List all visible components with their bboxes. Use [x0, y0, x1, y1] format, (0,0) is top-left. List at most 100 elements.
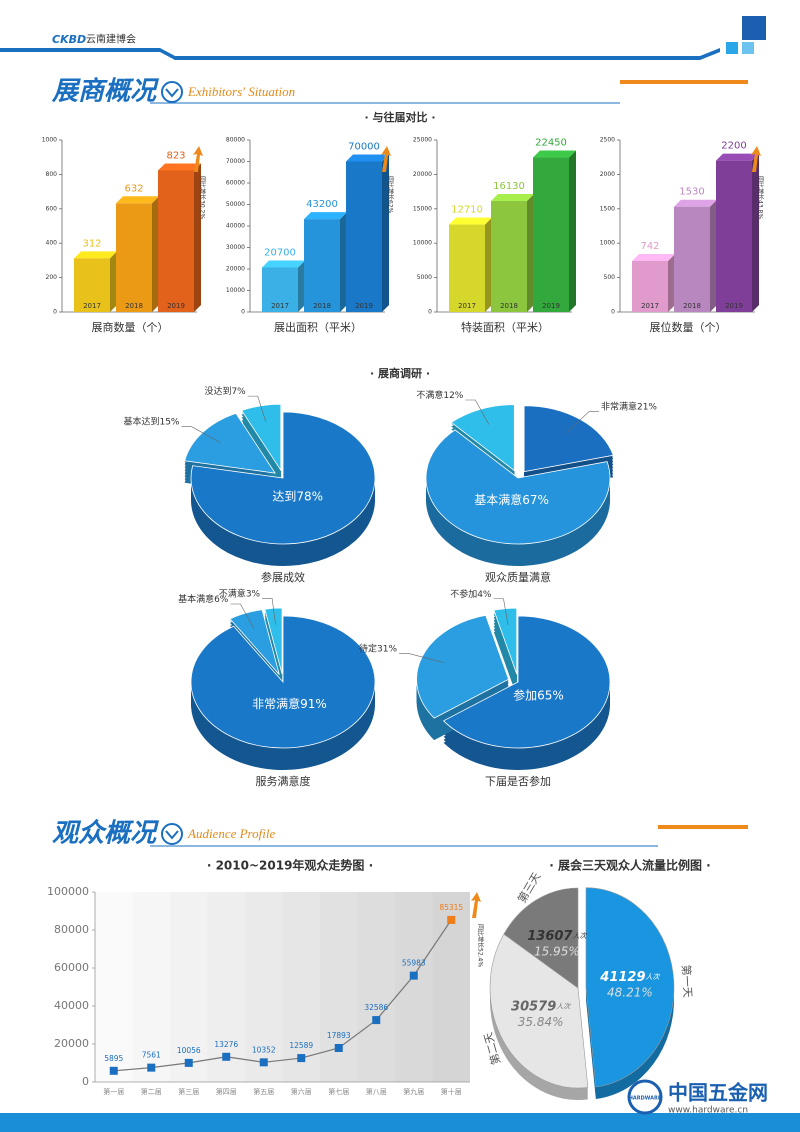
x-tick-label: 2019 [542, 302, 560, 310]
bar-side [298, 260, 305, 312]
unit: 人次 [646, 973, 661, 981]
slice-name: 第一天 [679, 964, 695, 998]
pie-slice [190, 615, 376, 749]
x-tick-label: 2018 [125, 302, 143, 310]
y-tick-label: 200 [46, 274, 58, 281]
y-tick-label: 15000 [413, 205, 432, 212]
chart-title: · 2010~2019年观众走势图 · [207, 858, 373, 873]
pie-caption: 观众质量满意 [485, 570, 551, 584]
y-tick-label: 80000 [226, 137, 245, 144]
slice-name: 非常满意 [601, 400, 637, 412]
x-tick-label: 第七届 [328, 1087, 349, 1096]
y-tick-label: 20000 [226, 266, 245, 273]
marker [222, 1052, 231, 1061]
arrow-icon [193, 146, 203, 172]
y-tick-label: 50000 [226, 201, 245, 208]
leader-line [399, 653, 444, 663]
marker [147, 1063, 156, 1072]
y-tick-label: 70000 [226, 158, 245, 165]
y-tick-label: 30000 [226, 244, 245, 251]
value-label: 7561 [142, 1051, 161, 1060]
x-tick-label: 2019 [167, 302, 185, 310]
bar-side [485, 217, 492, 312]
column-band [170, 892, 208, 1082]
logo: CKBD [52, 33, 86, 46]
slice-label: 达到78% [272, 489, 323, 503]
bar-top [716, 153, 759, 161]
header-name: 云南建博会 [86, 33, 136, 46]
leader-line [247, 395, 267, 422]
slice-label: 非常满意21% [601, 400, 657, 412]
pie-slice [585, 887, 675, 1088]
x-tick-label: 第九届 [403, 1087, 424, 1096]
slice-label: 非常满意91% [252, 695, 327, 710]
x-tick-label: 2018 [313, 302, 331, 310]
x-tick-label: 2017 [641, 302, 659, 310]
y-tick-label: 600 [46, 205, 58, 212]
pie-slice [503, 887, 579, 989]
slice-value: 65% [537, 688, 564, 702]
value-label: 2200 [721, 141, 746, 152]
value-label: 312 [82, 238, 101, 249]
leader-line [566, 411, 599, 433]
pie-slice [190, 411, 376, 545]
bar [632, 260, 668, 312]
bar-side [340, 212, 347, 312]
arrow-icon [751, 146, 761, 172]
x-tick-label: 2019 [725, 302, 743, 310]
annotation: 同比增长43.8% [757, 176, 765, 219]
x-axis-label: 展位数量（个） [650, 320, 727, 334]
leader-line [493, 598, 509, 626]
marker [259, 1058, 268, 1067]
section-subtitle: Audience Profile [187, 826, 275, 841]
bar-side [569, 150, 576, 312]
footer-url: www.hardware.cn [668, 1106, 748, 1116]
count: 41129 [599, 969, 645, 984]
count: 30579 [511, 999, 556, 1014]
value-label: 85315 [439, 903, 463, 912]
bar [346, 161, 382, 312]
column-band [95, 892, 133, 1082]
y-tick-label: 80000 [54, 923, 89, 936]
percent-label: 15.95% [534, 945, 580, 959]
value-label: 1530 [679, 187, 704, 198]
marker [447, 915, 456, 924]
bar [449, 224, 485, 312]
count: 13607 [527, 929, 573, 944]
deco-square [742, 42, 754, 54]
x-tick-label: 2017 [458, 302, 476, 310]
value-label: 32586 [364, 1003, 388, 1012]
y-tick-label: 1000 [42, 137, 57, 144]
slice-value: 7% [231, 387, 246, 397]
section-title: 观众概况 [52, 819, 160, 849]
slice-name: 基本达到 [123, 415, 159, 427]
pie-slice [442, 615, 611, 749]
deco-square [726, 42, 738, 54]
bar-top [158, 163, 201, 171]
value-label: 30579人次 [511, 999, 571, 1014]
slice-value: 4% [477, 589, 492, 599]
x-axis-label: 展商数量（个） [92, 320, 169, 334]
y-tick-label: 40000 [54, 999, 89, 1012]
bar-top [632, 253, 675, 261]
y-tick-label: 0 [428, 309, 432, 316]
y-tick-label: 20000 [54, 1037, 89, 1050]
slice-value: 67% [522, 492, 549, 506]
slice-label: 不满意12% [416, 388, 463, 400]
x-tick-label: 第二届 [141, 1087, 162, 1096]
y-tick-label: 400 [46, 240, 58, 247]
value-label: 823 [166, 150, 185, 161]
y-tick-label: 0 [53, 309, 57, 316]
y-tick-label: 60000 [54, 961, 89, 974]
value-label: 43200 [306, 199, 338, 210]
annotation: 同比增长62% [387, 176, 395, 214]
column-band [395, 892, 433, 1082]
pie-caption: 下届是否参加 [485, 774, 551, 788]
line [113, 919, 452, 1072]
bar-top [491, 194, 534, 202]
value-label: 632 [124, 183, 143, 194]
slice-label: 不满意3% [219, 587, 261, 599]
value-label: 16130 [493, 181, 525, 192]
bar-top [304, 212, 347, 220]
value-label: 20700 [264, 247, 296, 258]
